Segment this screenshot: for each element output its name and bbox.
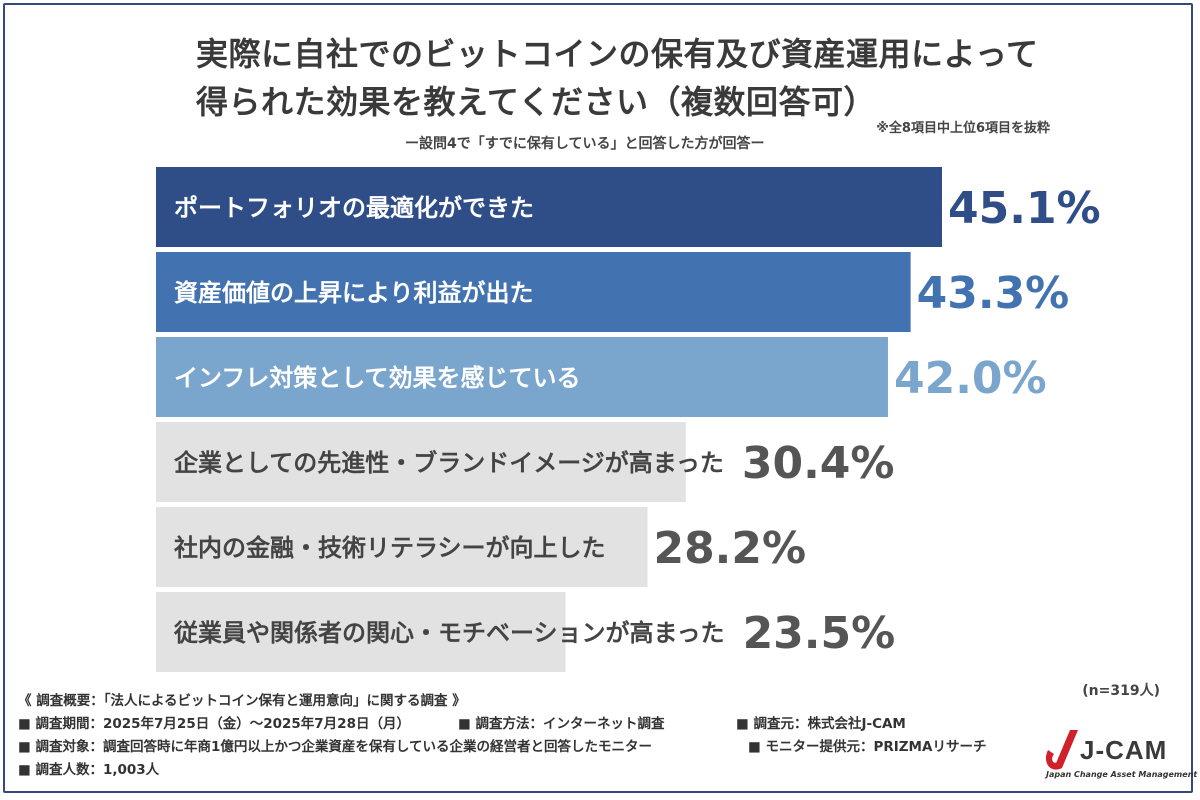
title-line-1: 実際に自社でのビットコインの保有及び資産運用によって bbox=[196, 35, 1039, 73]
bar-label-1: ポートフォリオの最適化ができた bbox=[174, 194, 534, 222]
logo-mark-slash bbox=[1054, 730, 1078, 768]
survey-target: ■ 調査対象：調査回答時に年商1億円以上かつ企業資産を保有している企業の経営者と… bbox=[18, 739, 652, 755]
chart-title: 実際に自社でのビットコインの保有及び資産運用によって 得られた効果を教えてくださ… bbox=[196, 30, 1096, 126]
bar-3 bbox=[156, 337, 888, 417]
title-line-2: 得られた効果を教えてください（複数回答可） bbox=[196, 83, 876, 121]
logo-name: J-CAM bbox=[1080, 735, 1168, 765]
monitor-provider: ■ モニター提供元：PRIZMAリサーチ bbox=[748, 739, 987, 755]
value-label-2: 43.3% bbox=[917, 268, 1070, 319]
logo-tagline: Japan Change Asset Management bbox=[1046, 770, 1198, 779]
selection-note: ※全8項目中上位6項目を抜粋 bbox=[876, 121, 1050, 136]
jcam-logo-icon bbox=[1045, 730, 1078, 770]
value-label-5: 28.2% bbox=[653, 523, 806, 574]
survey-organizer: ■ 調査元：株式会社J-CAM bbox=[736, 716, 906, 732]
bar-label-4: 企業としての先進性・ブランドイメージが高まった bbox=[174, 449, 724, 477]
chart-subtitle: ー設問4で「すでに保有している」と回答した方が回答ー bbox=[405, 136, 765, 152]
survey-overview: 《 調査概要：「法人によるビットコイン保有と運用意向」に関する調査 》 ■ 調査… bbox=[18, 690, 986, 782]
bar-label-6: 従業員や関係者の関心・モチベーションが高まった bbox=[173, 619, 725, 647]
bar-label-5: 社内の金融・技術リテラシーが向上した bbox=[174, 534, 606, 562]
overview-heading: 《 調査概要：「法人によるビットコイン保有と運用意向」に関する調査 》 bbox=[18, 693, 466, 709]
sample-size: (n=319人) bbox=[1082, 683, 1160, 699]
survey-method: ■ 調査方法：インターネット調査 bbox=[458, 716, 665, 732]
bar-5 bbox=[156, 507, 648, 587]
value-label-4: 30.4% bbox=[742, 438, 895, 489]
bar-2 bbox=[156, 252, 911, 332]
value-label-3: 42.0% bbox=[894, 353, 1047, 404]
page-frame bbox=[3, 3, 1193, 793]
value-label-6: 23.5% bbox=[743, 608, 896, 659]
bar-label-3: インフレ対策として効果を感じている bbox=[174, 364, 581, 392]
bar-4 bbox=[156, 422, 686, 502]
value-label-1: 45.1% bbox=[948, 183, 1101, 234]
bar-6 bbox=[156, 592, 566, 672]
bar-label-2: 資産価値の上昇により利益が出た bbox=[174, 279, 534, 307]
survey-count: ■ 調査人数：1,003人 bbox=[18, 762, 160, 778]
bar-1 bbox=[156, 167, 942, 247]
survey-period: ■ 調査期間：2025年7月25日（金）〜2025年7月28日（月） bbox=[18, 716, 410, 732]
